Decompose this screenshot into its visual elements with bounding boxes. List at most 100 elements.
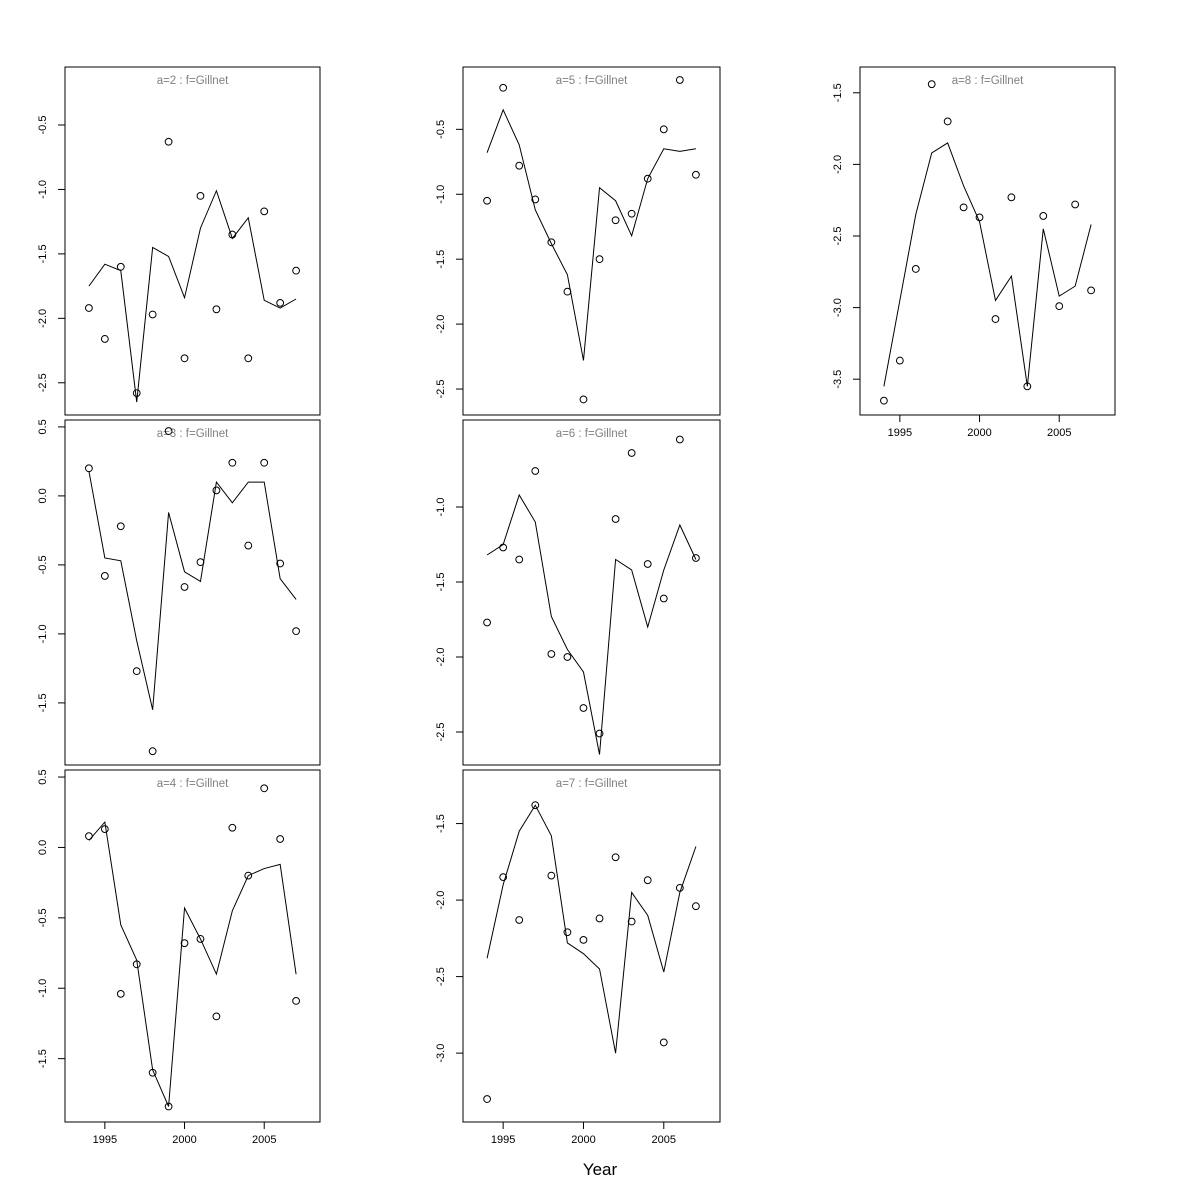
data-point: [180, 354, 189, 363]
data-point: [991, 315, 1000, 323]
panel-border: [462, 419, 721, 766]
data-point: [292, 627, 300, 636]
panel-a4: a=4 : f=Gillnet 0.5 0.0 -0.5 -1.0 -1.5 1995 200…: [37, 769, 321, 1146]
panel-a6: a=6 : f=Gillnet -1.0 -1.5 -2.0 -2.5: [435, 419, 721, 766]
data-point: [100, 572, 109, 580]
data-point: [611, 216, 620, 225]
fit-line: [486, 108, 696, 361]
data-point: [531, 801, 540, 810]
panel-border: [859, 66, 1116, 416]
data-point: [164, 427, 173, 435]
data-point: [563, 287, 572, 296]
data-point: [196, 935, 205, 943]
data-point: [483, 1095, 491, 1103]
fit-line: [88, 820, 297, 1107]
x-tick-label: 2005: [252, 1134, 276, 1146]
y-tick-label: -3.0: [435, 1044, 447, 1063]
data-point: [692, 554, 700, 562]
data-point: [611, 853, 620, 862]
data-point: [276, 559, 285, 568]
y-tick-label: -1.5: [832, 83, 844, 102]
y-tick-label: -0.5: [37, 555, 49, 574]
data-point: [85, 304, 93, 312]
data-point: [228, 823, 237, 832]
panel-title: a=3 : f=Gillnet: [157, 428, 229, 440]
fit-line: [486, 493, 697, 755]
data-point: [499, 83, 508, 92]
data-point: [196, 191, 205, 200]
data-point: [579, 395, 588, 404]
fit-line: [88, 470, 297, 710]
x-tick-label: 2005: [1047, 427, 1071, 439]
data-point: [659, 594, 668, 603]
data-point: [292, 997, 300, 1005]
data-point: [1087, 286, 1095, 295]
panel-border: [64, 419, 321, 766]
data-point: [148, 1068, 157, 1077]
panel-border: [64, 66, 321, 416]
data-point: [595, 255, 604, 264]
data-point: [132, 667, 141, 676]
data-point: [643, 174, 652, 183]
data-point: [132, 960, 141, 969]
panel-border: [64, 769, 321, 1123]
data-point: [180, 939, 189, 948]
data-point: [212, 1012, 221, 1021]
data-point: [531, 467, 540, 475]
data-point: [911, 265, 920, 273]
data-point: [116, 522, 125, 531]
data-point: [100, 825, 109, 834]
y-tick-label: -1.5: [37, 244, 49, 263]
data-point: [116, 262, 125, 271]
data-point: [515, 916, 524, 924]
data-point: [180, 583, 189, 591]
panel-a8: a=8 : f=Gillnet -1.5 -2.0 -2.5 -3.0 -3.5 1995 2…: [832, 66, 1116, 439]
data-point: [1039, 212, 1048, 220]
data-point: [547, 238, 556, 247]
y-tick-label: -1.5: [435, 573, 447, 592]
fit-line: [486, 804, 697, 1054]
x-tick-label: 1995: [93, 1134, 117, 1146]
y-tick-label: -0.5: [37, 908, 49, 927]
panel-title: a=7 : f=Gillnet: [556, 778, 628, 790]
panel-a2: a=2 : f=Gillnet -0.5 -1.0 -1.5 -2.0 -2.5: [37, 66, 321, 416]
data-point: [100, 335, 109, 343]
panel-title: a=4 : f=Gillnet: [157, 778, 229, 790]
data-point: [531, 195, 540, 204]
data-point: [260, 207, 269, 216]
data-point: [627, 917, 636, 926]
data-point: [148, 747, 157, 756]
panel-title: a=5 : f=Gillnet: [556, 75, 628, 87]
data-point: [595, 914, 604, 923]
panel-border: [462, 66, 721, 416]
data-point: [579, 935, 588, 944]
x-tick-label: 2000: [571, 1134, 595, 1146]
fit-line: [883, 142, 1092, 387]
y-tick-label: 0.5: [37, 419, 49, 434]
data-point: [563, 928, 572, 937]
y-tick-label: -2.0: [435, 648, 447, 667]
y-tick-label: -2.5: [832, 227, 844, 246]
data-point: [595, 729, 604, 738]
data-point: [1055, 302, 1064, 311]
data-point: [212, 486, 221, 495]
y-tick-label: -1.0: [37, 180, 49, 199]
data-point: [1071, 200, 1080, 209]
data-point: [164, 1102, 173, 1111]
data-point: [975, 213, 984, 222]
y-tick-label: -1.5: [435, 250, 447, 269]
y-tick-label: -1.5: [37, 1049, 49, 1068]
data-point: [212, 305, 221, 314]
y-tick-label: -2.5: [435, 967, 447, 986]
y-tick-label: -1.0: [37, 979, 49, 998]
panel-border: [462, 769, 721, 1123]
data-point: [547, 871, 556, 880]
y-tick-label: 0.5: [37, 769, 49, 784]
data-point: [196, 558, 205, 567]
data-point: [244, 354, 253, 363]
x-tick-label: 1995: [491, 1134, 515, 1146]
data-point: [276, 298, 285, 307]
data-point: [927, 80, 936, 89]
data-point: [515, 161, 524, 170]
